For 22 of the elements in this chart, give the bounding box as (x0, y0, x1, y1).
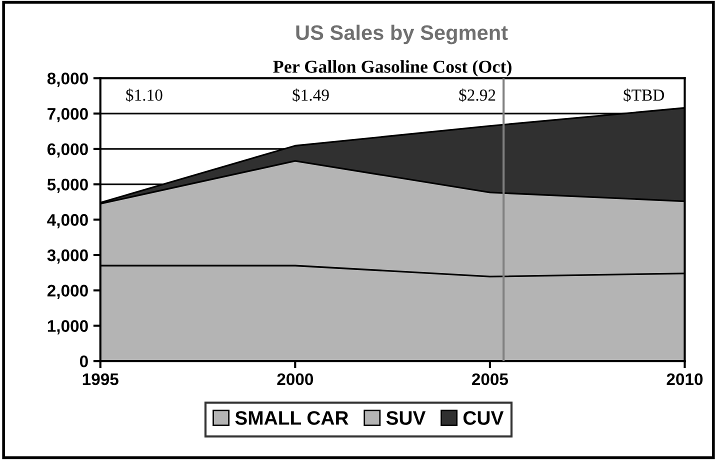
y-tick-label: 4,000 (47, 214, 88, 228)
annotation: $1.10 (126, 88, 162, 102)
annotation: $TBD (624, 88, 664, 102)
y-tick-label: 5,000 (47, 178, 88, 193)
x-tick-label: 2005 (472, 373, 508, 386)
y-tick-label: 7,000 (48, 108, 88, 122)
x-tick-label: 1995 (82, 373, 118, 386)
y-tick-label: 2,000 (47, 284, 88, 299)
annotation: $1.49 (292, 88, 329, 102)
y-tick-label: 3,000 (47, 249, 88, 264)
x-tick-label: 2010 (666, 373, 703, 386)
x-tick-label: 2000 (277, 373, 314, 386)
y-tick-label: 8,000 (47, 72, 88, 87)
legend-label: SUV (386, 411, 426, 425)
legend-label: SMALL CAR (235, 411, 348, 425)
y-tick-label: 0 (80, 356, 88, 368)
y-tick-label: 1,000 (48, 320, 88, 334)
annotation: $2.92 (459, 88, 496, 102)
chart-title: US Sales by Segment (296, 24, 508, 44)
chart-subtitle: Per Gallon Gasoline Cost (Oct) (273, 60, 512, 76)
y-tick-label: 6,000 (47, 143, 88, 158)
legend-label: CUV (463, 411, 504, 425)
